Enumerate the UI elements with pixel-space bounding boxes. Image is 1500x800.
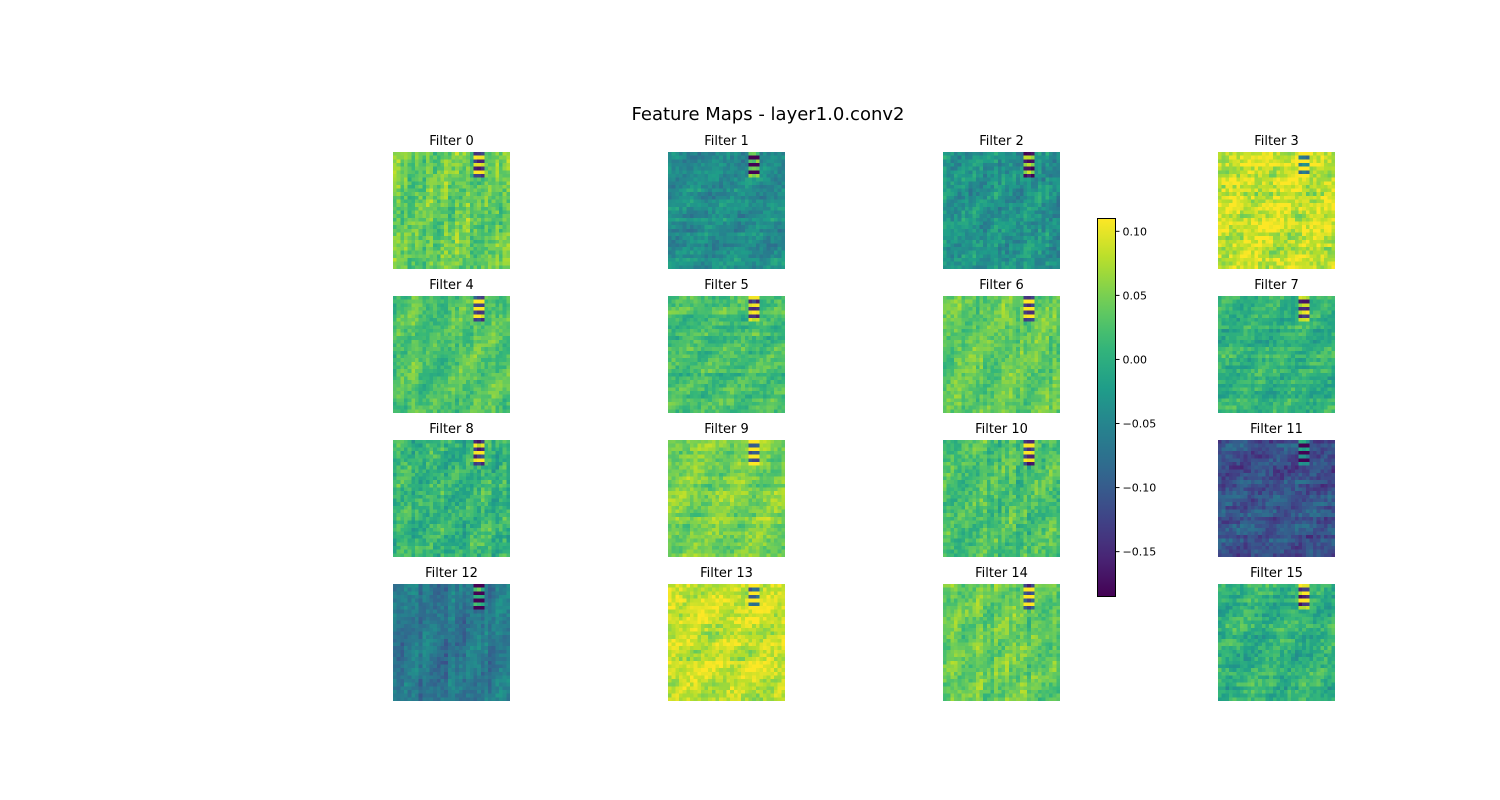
colorbar-tick-label: −0.10 [1123, 482, 1157, 495]
colorbar-tick-label: 0.00 [1123, 353, 1148, 366]
feature-map [943, 584, 1060, 701]
colorbar-gradient [1097, 218, 1116, 597]
colorbar-svg: 0.10 0.05 0.00 −0.05 −0.10 −0.15 [1097, 218, 1157, 597]
panel-title: Filter 12 [425, 566, 478, 581]
colorbar-tick-label: −0.05 [1123, 418, 1157, 431]
feature-map [943, 152, 1060, 269]
panel-title: Filter 10 [975, 422, 1028, 437]
colorbar-tick-label: −0.15 [1123, 546, 1157, 559]
feature-map [1218, 440, 1335, 557]
feature-map [1218, 152, 1335, 269]
panel-title: Filter 14 [975, 566, 1028, 581]
feature-map [393, 584, 510, 701]
panel-title: Filter 2 [979, 134, 1024, 149]
panel-title: Filter 5 [704, 278, 749, 293]
panel-title: Filter 11 [1250, 422, 1303, 437]
colorbar-tick-label: 0.10 [1123, 225, 1148, 238]
feature-map [393, 440, 510, 557]
feature-map [943, 296, 1060, 413]
panel-title: Filter 1 [704, 134, 749, 149]
colorbar: 0.10 0.05 0.00 −0.05 −0.10 −0.15 [1097, 218, 1217, 598]
feature-map [393, 152, 510, 269]
feature-map [1218, 584, 1335, 701]
panel-title: Filter 0 [429, 134, 474, 149]
panel-title: Filter 13 [700, 566, 753, 581]
feature-map [668, 584, 785, 701]
panel-title: Filter 6 [979, 278, 1024, 293]
feature-map [393, 296, 510, 413]
figure-title: Feature Maps - layer1.0.conv2 [631, 104, 905, 125]
panel-title: Filter 8 [429, 422, 474, 437]
colorbar-tick-label: 0.05 [1123, 289, 1148, 302]
feature-map [668, 152, 785, 269]
panel-title: Filter 15 [1250, 566, 1303, 581]
panel-title: Filter 7 [1254, 278, 1299, 293]
panel-title: Filter 3 [1254, 134, 1299, 149]
feature-map [668, 296, 785, 413]
panel-title: Filter 4 [429, 278, 474, 293]
feature-map [668, 440, 785, 557]
panel-title: Filter 9 [704, 422, 749, 437]
feature-map [943, 440, 1060, 557]
feature-map [1218, 296, 1335, 413]
